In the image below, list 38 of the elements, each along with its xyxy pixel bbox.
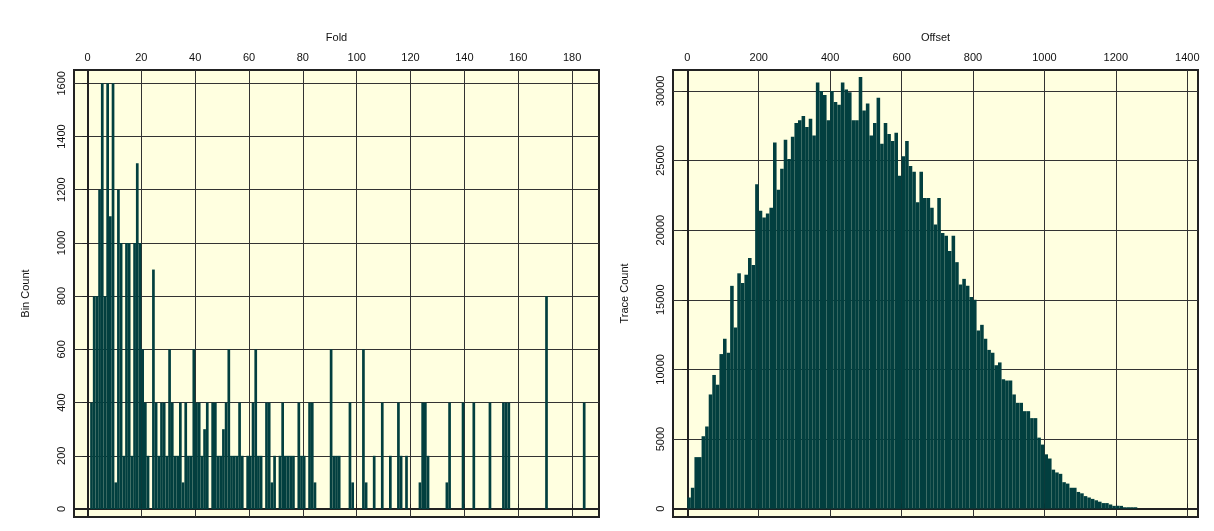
x-tick-label: 800 — [963, 50, 983, 63]
x-tick-label: 600 — [892, 50, 911, 63]
x-tick-label: 400 — [820, 50, 840, 63]
y-tick-label: 30000 — [653, 75, 666, 107]
x-tick-label: 0 — [684, 50, 691, 63]
x-tick-label: 120 — [401, 50, 420, 63]
x-axis-title: Fold — [325, 30, 348, 43]
y-tick-label: 5000 — [653, 426, 666, 452]
y-tick-label: 10000 — [653, 354, 666, 385]
y-tick-label: 1600 — [54, 71, 67, 96]
x-tick-label: 160 — [509, 50, 528, 63]
y-tick-label: 400 — [54, 393, 67, 412]
x-tick-label: 200 — [749, 50, 768, 63]
x-tick-label: 180 — [562, 50, 582, 63]
x-tick-label: 1400 — [1175, 50, 1200, 63]
x-tick-label: 60 — [242, 50, 256, 63]
y-tick-label: 25000 — [653, 145, 666, 176]
y-axis-title: Bin Count — [18, 269, 31, 318]
x-tick-label: 0 — [84, 50, 91, 63]
x-tick-label: 40 — [189, 50, 202, 63]
x-tick-label: 100 — [347, 50, 366, 63]
y-tick-label: 0 — [653, 505, 666, 512]
y-tick-label: 1400 — [54, 124, 67, 149]
y-tick-label: 0 — [54, 505, 67, 513]
x-axis-title: Offset — [920, 30, 951, 43]
y-tick-label: 20000 — [653, 214, 666, 246]
x-tick-label: 20 — [135, 50, 148, 63]
y-tick-label: 800 — [54, 286, 67, 306]
x-tick-label: 80 — [296, 50, 309, 63]
y-tick-label: 15000 — [653, 284, 666, 316]
x-tick-label: 140 — [455, 50, 474, 63]
y-tick-label: 1000 — [54, 230, 67, 256]
x-tick-label: 1200 — [1103, 50, 1129, 63]
y-tick-label: 200 — [54, 446, 67, 465]
y-axis-title: Trace Count — [617, 263, 630, 324]
y-tick-label: 1200 — [54, 177, 67, 202]
x-tick-label: 1000 — [1032, 50, 1057, 63]
y-tick-label: 600 — [54, 340, 67, 359]
